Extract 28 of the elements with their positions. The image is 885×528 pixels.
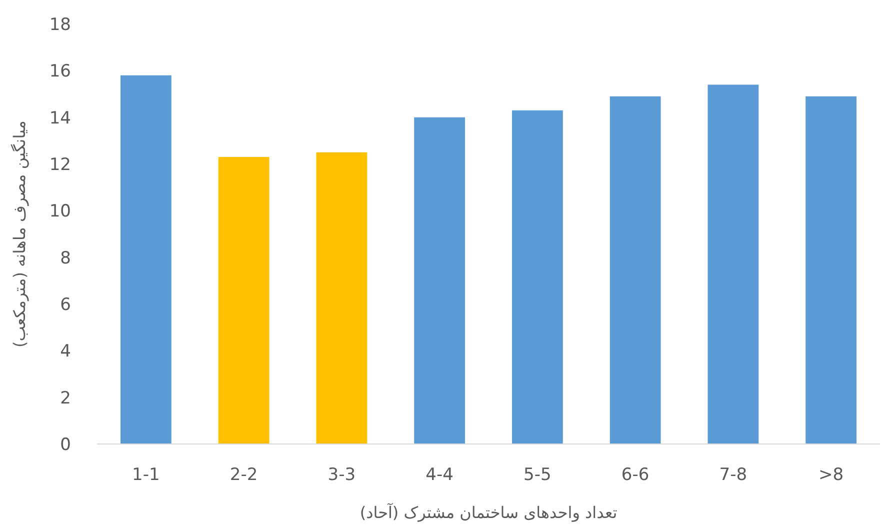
y-tick-label: 14 [49,108,71,128]
x-tick-label: 3-3 [328,465,356,485]
bar [708,84,759,444]
x-tick-label: 4-4 [426,465,454,485]
bar [610,96,661,444]
x-tick-label: 2-2 [230,465,258,485]
y-tick-label: 6 [60,294,71,315]
y-tick-label: 8 [60,248,71,268]
x-tick-label: >8 [818,465,844,485]
x-tick-label: 5-5 [524,465,552,485]
bar [806,96,857,444]
y-tick-label: 4 [60,342,71,362]
bar [218,157,270,444]
x-tick-label: 6-6 [621,465,650,485]
y-tick-label: 12 [49,154,71,175]
bar [120,75,172,444]
y-tick-label: 2 [60,388,71,408]
y-tick-label: 18 [49,14,71,35]
x-tick-label: 7-8 [719,465,748,485]
bar [512,110,563,444]
y-tick-label: 10 [49,202,71,222]
y-axis-title: میانگین مصرف ماهانه (مترمکعب) [10,120,29,348]
x-tick-label: 1-1 [132,465,160,485]
x-axis-title: تعداد واحدهای ساختمان مشترک (آحاد) [360,502,618,522]
bar [414,117,466,444]
y-tick-label: 0 [60,434,71,455]
bar [316,152,368,444]
y-tick-label: 16 [49,62,71,82]
